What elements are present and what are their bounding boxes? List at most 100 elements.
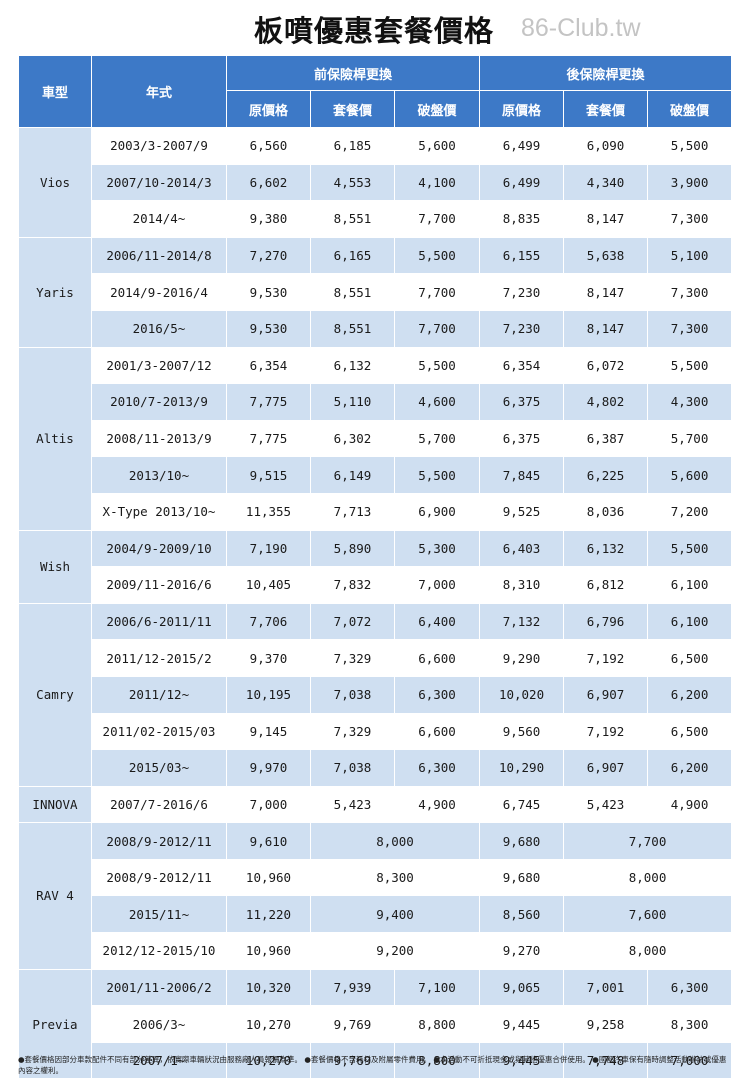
rear-price-cell: 7,600: [563, 895, 733, 934]
header-model: 車型: [18, 55, 92, 128]
front-price-cell: 10,960: [226, 932, 311, 970]
rear-price-cell: 6,090: [563, 127, 649, 165]
year-cell: 2006/3~: [91, 1005, 227, 1043]
front-price-cell: 8,800: [393, 1041, 481, 1080]
rear-price-cell: 6,375: [479, 383, 565, 421]
year-cell: 2001/11-2006/2: [91, 968, 227, 1007]
year-cell: 2009/11-2016/6: [91, 566, 227, 604]
rear-price-cell: 8,300: [647, 1005, 733, 1043]
front-price-cell: 10,270: [226, 1041, 311, 1080]
front-price-cell: 7,832: [310, 566, 395, 604]
rear-price-cell: 6,796: [563, 602, 649, 641]
front-price-cell: 6,149: [310, 456, 395, 494]
footnote: ●套餐價格因部分車款配件不同有部分差異，依實際車輛狀況由服務廠人員報價為準。 ●…: [18, 1055, 727, 1075]
header-rear-group: 後保險桿更換: [479, 55, 733, 91]
front-price-cell: 5,890: [310, 529, 395, 568]
title-bar: 板噴優惠套餐價格 86-Club.tw: [0, 0, 750, 52]
rear-price-cell: 3,900: [647, 163, 733, 202]
front-price-cell: 9,530: [226, 309, 311, 348]
table-row: Altis 2001/3-2007/12 6,354 6,132 5,500 6,354 6…: [18, 346, 733, 531]
rear-price-cell: 5,500: [647, 529, 733, 568]
rear-price-cell: 6,132: [563, 529, 649, 568]
front-price-cell: 6,132: [310, 346, 395, 385]
rear-price-cell: 10,290: [479, 749, 565, 787]
rear-price-cell: 4,300: [647, 383, 733, 421]
table-row: 2014/9-2016/4 9,530 8,551 7,700 7,230 8,147 7,…: [19, 273, 733, 311]
rear-price-cell: 6,354: [479, 346, 565, 385]
rear-price-cell: 7,132: [479, 602, 565, 641]
front-price-cell: 6,560: [226, 127, 311, 165]
table-row: 2011/02-2015/03 9,145 7,329 6,600 9,560 7,192…: [19, 712, 733, 751]
front-price-cell: 9,610: [226, 822, 311, 860]
rear-price-cell: 6,225: [563, 456, 649, 494]
rear-price-cell: 7,700: [563, 822, 733, 860]
rear-price-cell: 7,845: [479, 456, 565, 494]
header-rear-special: 破盤價: [647, 90, 733, 128]
front-price-cell: 9,380: [226, 200, 311, 238]
rear-price-cell: 8,560: [479, 895, 565, 934]
year-cell: 2016/5~: [91, 309, 227, 348]
front-price-cell: 5,500: [393, 346, 481, 385]
table-row: 2007/10-2014/3 6,602 4,553 4,100 6,499 4,340 3…: [19, 163, 733, 202]
front-price-cell: 6,300: [393, 675, 481, 714]
rear-price-cell: 7,192: [563, 639, 649, 677]
table-row: Wish 2004/9-2009/10 7,190 5,890 5,300 6,403 6,…: [18, 529, 733, 604]
front-price-cell: 10,960: [226, 858, 311, 897]
front-price-cell: 4,900: [393, 785, 481, 824]
year-cell: 2007/10-2014/3: [91, 163, 227, 202]
table-row: Yaris 2006/11-2014/8 7,270 6,165 5,500 6,155 5…: [18, 236, 733, 348]
year-cell: 2008/11-2013/9: [91, 419, 227, 458]
front-price-cell: 9,200: [309, 932, 481, 970]
year-cell: 2007/7-2016/6: [91, 785, 227, 824]
front-price-cell: 8,800: [393, 1005, 481, 1043]
rear-price-cell: 6,500: [647, 712, 733, 751]
model-cell: Wish: [18, 529, 92, 604]
year-cell: 2015/11~: [91, 895, 227, 934]
year-cell: 2004/9-2009/10: [91, 529, 227, 568]
rear-price-cell: 6,387: [563, 419, 649, 458]
rear-price-cell: 7,300: [647, 273, 733, 311]
table-row: 2015/11~ 11,220 9,400 8,560 7,600: [19, 895, 733, 934]
table-row: 2011/12-2015/2 9,370 7,329 6,600 9,290 7,192 6…: [19, 639, 733, 677]
year-cell: 2014/4~: [91, 200, 227, 238]
rear-price-cell: 7,230: [479, 309, 565, 348]
year-cell: 2011/12~: [91, 675, 227, 714]
rear-price-cell: 8,147: [563, 273, 649, 311]
year-cell: 2006/6-2011/11: [91, 602, 227, 641]
table-row: 2006/3~ 10,270 9,769 8,800 9,445 9,258 8,300: [19, 1005, 733, 1043]
front-price-cell: 7,038: [310, 675, 395, 714]
table-row: 2008/11-2013/9 7,775 6,302 5,700 6,375 6,387 5…: [19, 419, 733, 458]
rear-price-cell: 5,700: [647, 419, 733, 458]
price-table-body: Vios 2003/3-2007/9 6,560 6,185 5,600 6,499 6,0…: [18, 127, 733, 1080]
front-price-cell: 9,370: [226, 639, 311, 677]
front-price-cell: 5,300: [393, 529, 481, 568]
front-price-cell: 5,500: [393, 236, 481, 275]
table-row: 2009/11-2016/6 10,405 7,832 7,000 8,310 6,812…: [19, 566, 733, 604]
rear-price-cell: 7,001: [563, 968, 649, 1007]
front-price-cell: 9,400: [309, 895, 481, 934]
model-cell: Altis: [18, 346, 92, 531]
rear-price-cell: 7,300: [647, 309, 733, 348]
front-price-cell: 5,500: [393, 456, 481, 494]
rear-price-cell: 6,200: [647, 675, 733, 714]
rear-price-cell: 9,680: [479, 822, 565, 860]
front-price-cell: 6,600: [393, 639, 481, 677]
rear-price-cell: 9,065: [479, 968, 565, 1007]
year-cell: 2008/9-2012/11: [91, 858, 227, 897]
rear-price-cell: 6,200: [647, 749, 733, 787]
front-price-cell: 7,038: [310, 749, 395, 787]
rear-price-cell: 9,290: [479, 639, 565, 677]
front-price-cell: 5,423: [310, 785, 395, 824]
rear-price-cell: 6,375: [479, 419, 565, 458]
front-price-cell: 4,100: [393, 163, 481, 202]
model-cell: Camry: [18, 602, 92, 787]
rear-price-cell: 6,907: [563, 675, 649, 714]
front-price-cell: 7,700: [393, 200, 481, 238]
rear-price-cell: 8,147: [563, 309, 649, 348]
front-price-cell: 8,551: [310, 309, 395, 348]
model-cell: INNOVA: [18, 785, 92, 824]
header-rear-package: 套餐價: [563, 90, 649, 128]
rear-price-cell: 7,200: [647, 492, 733, 531]
rear-price-cell: 5,500: [647, 346, 733, 385]
table-row: 2008/9-2012/11 10,960 8,300 9,680 8,000: [19, 858, 733, 897]
